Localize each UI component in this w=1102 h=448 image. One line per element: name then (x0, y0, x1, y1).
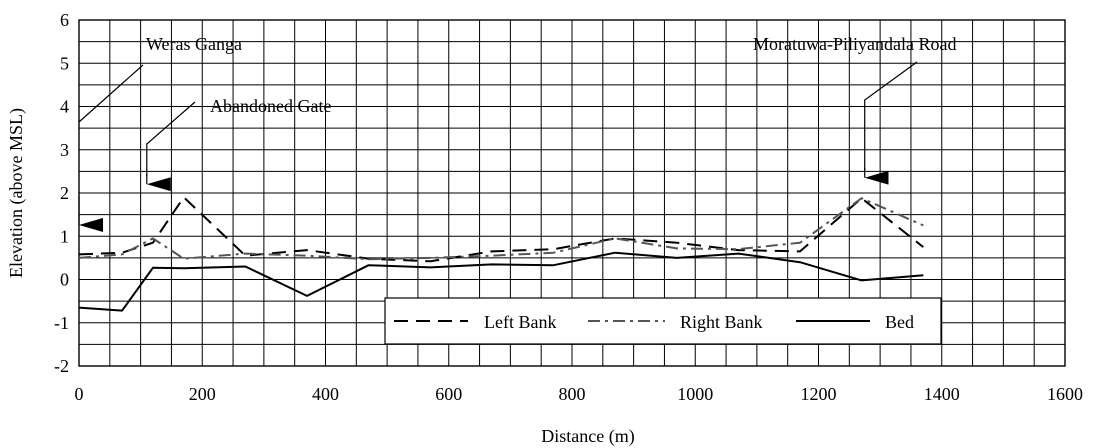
y-tick-label: -2 (54, 356, 69, 376)
y-tick-label: 5 (60, 53, 69, 73)
x-axis-title: Distance (m) (541, 426, 634, 447)
annotations: Weras Ganga Abandoned Gate Moratuwa-Piliya… (78, 34, 956, 232)
x-tick-label: 200 (189, 384, 216, 404)
annotation-weras-ganga: Weras Ganga (146, 34, 242, 54)
y-tick-label: 2 (60, 183, 69, 203)
y-tick-label: 0 (60, 270, 69, 290)
y-tick-label: 6 (60, 10, 69, 30)
x-tick-label: 1000 (677, 384, 713, 404)
x-tick-label: 0 (75, 384, 84, 404)
x-tick-label: 400 (312, 384, 339, 404)
series-line-left-bank (78, 196, 924, 263)
annotation-abandoned-gate: Abandoned Gate (210, 96, 331, 116)
legend-label: Left Bank (484, 312, 556, 332)
x-tick-label: 800 (559, 384, 586, 404)
axis-ticks: -2 -1 0 1 2 3 4 5 6 0 200 400 600 800 1000 1200 1400 1600 (54, 10, 1083, 404)
annotation-moratuwa-piliyandala-road: Moratuwa-Piliyandala Road (753, 34, 956, 54)
annotation-leader-line (146, 101, 196, 177)
series-line-right-bank (78, 197, 924, 261)
plot-frame (78, 19, 1066, 367)
y-tick-label: 1 (60, 226, 69, 246)
x-tick-label: 1200 (801, 384, 837, 404)
y-tick-label: 3 (60, 140, 69, 160)
legend-label: Right Bank (680, 312, 763, 332)
series (78, 196, 924, 312)
y-tick-label: -1 (54, 313, 69, 333)
x-tick-label: 1400 (924, 384, 960, 404)
annotation-leader-line (78, 64, 144, 123)
x-tick-label: 600 (435, 384, 462, 404)
series-line-bed (78, 251, 924, 312)
y-tick-label: 4 (60, 97, 69, 117)
annotation-leader-line (864, 61, 918, 170)
legend-label: Bed (885, 312, 914, 332)
y-axis-title: Elevation (above MSL) (6, 108, 27, 278)
x-tick-label: 1600 (1047, 384, 1083, 404)
legend: Left Bank Right Bank Bed (384, 297, 942, 345)
